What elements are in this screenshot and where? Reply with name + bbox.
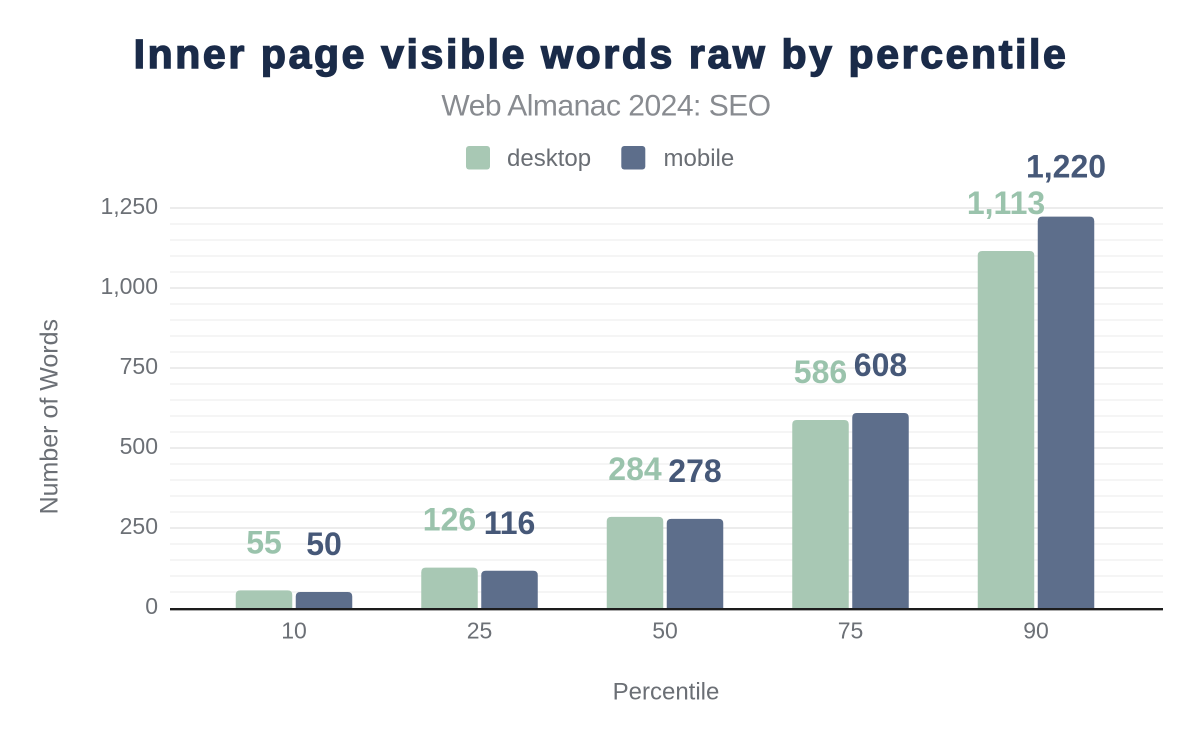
svg-text:Web Almanac 2024: SEO: Web Almanac 2024: SEO <box>441 90 770 123</box>
svg-text:284: 284 <box>608 451 662 487</box>
svg-text:Percentile: Percentile <box>613 678 720 705</box>
svg-text:50: 50 <box>306 526 342 562</box>
svg-text:250: 250 <box>120 513 158 539</box>
svg-text:116: 116 <box>484 505 536 541</box>
svg-text:25: 25 <box>467 618 493 644</box>
svg-text:1,250: 1,250 <box>100 193 158 219</box>
svg-text:55: 55 <box>246 524 282 560</box>
svg-text:mobile: mobile <box>664 145 735 172</box>
svg-text:10: 10 <box>281 618 307 644</box>
svg-text:90: 90 <box>1023 618 1049 644</box>
svg-text:50: 50 <box>652 618 678 644</box>
svg-text:1,000: 1,000 <box>100 273 158 299</box>
svg-text:Number of Words: Number of Words <box>35 319 63 514</box>
svg-text:500: 500 <box>120 433 158 459</box>
svg-text:278: 278 <box>668 453 721 489</box>
svg-text:1,113: 1,113 <box>967 185 1045 221</box>
svg-text:0: 0 <box>145 593 158 619</box>
svg-text:75: 75 <box>838 618 864 644</box>
svg-text:750: 750 <box>120 353 158 379</box>
svg-text:126: 126 <box>423 502 476 538</box>
svg-text:desktop: desktop <box>507 145 591 172</box>
svg-text:1,220: 1,220 <box>1026 149 1106 185</box>
svg-text:608: 608 <box>854 347 907 383</box>
svg-text:Inner page visible words raw b: Inner page visible words raw by percenti… <box>134 31 1069 77</box>
svg-text:586: 586 <box>794 354 847 390</box>
